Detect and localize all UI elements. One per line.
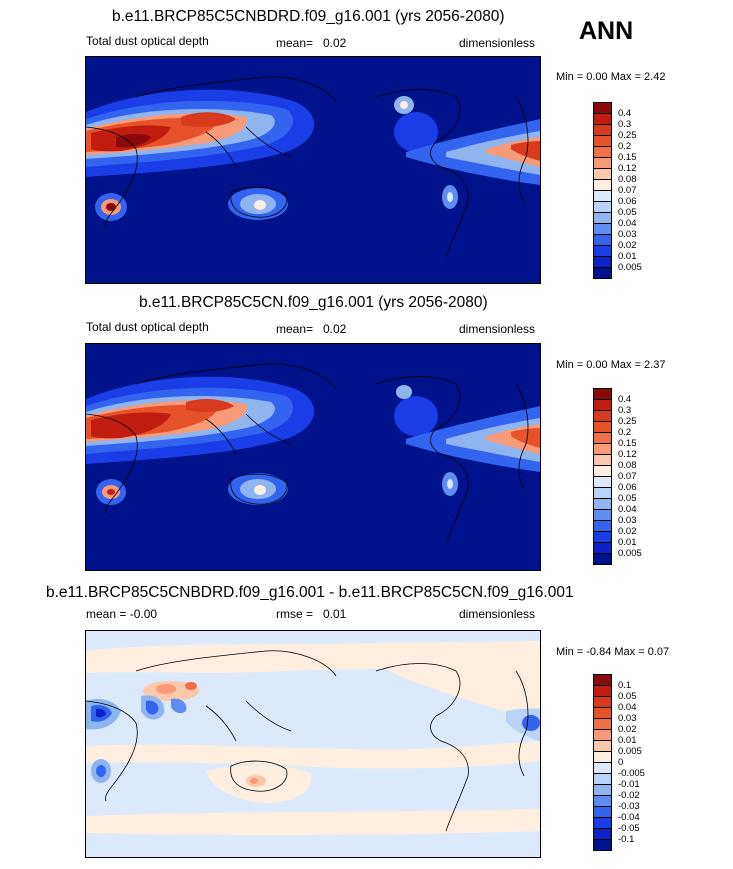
panel2-level-label: 0.005 (618, 548, 642, 559)
panel2-variable-label: Total dust optical depth (86, 320, 209, 334)
panel3-level-label: 0.005 (618, 746, 642, 757)
panel2-level-label: 0.01 (618, 537, 637, 548)
panel2-level-label: 0.03 (618, 515, 637, 526)
panel1-level-label: 0.07 (618, 185, 637, 196)
panel1-minmax: Min = 0.00 Max = 2.42 (556, 71, 666, 83)
panel3-level-label: 0.04 (618, 702, 637, 713)
panel3-level-label: -0.01 (618, 779, 640, 790)
panel2-swatch-16 (593, 553, 612, 565)
panel2-minmax: Min = 0.00 Max = 2.37 (556, 359, 666, 371)
panel2-level-label: 0.4 (618, 394, 632, 405)
panel1-level-label: 0.02 (618, 240, 637, 251)
panel1-level-label: 0.08 (618, 174, 637, 185)
panel1-level-label: 0.06 (618, 196, 637, 207)
panel3-mean-text: mean = -0.00 (86, 607, 158, 621)
panel3-level-label: 0.03 (618, 713, 637, 724)
panel2-map-plot (86, 344, 540, 570)
panel1-level-label: 0.005 (618, 262, 642, 273)
panel3-level-label: 0.05 (618, 691, 637, 702)
panel2-mean-label: mean= (276, 322, 314, 336)
season-label: ANN (579, 17, 634, 45)
panel2-level-label: 0.04 (618, 504, 637, 515)
panel1-level-label: 0.12 (618, 163, 637, 174)
panel1-mean-label: mean= (276, 36, 314, 50)
panel2-title: b.e11.BRCP85C5CN.f09_g16.001 (yrs 2056-2… (139, 294, 488, 311)
panel3-level-label: -0.02 (618, 790, 640, 801)
panel2-map (85, 343, 541, 571)
panel3-rmse-value: 0.01 (323, 607, 347, 621)
panel1-map-plot (86, 57, 540, 283)
panel3-level-label: 0 (618, 757, 624, 768)
panel2-level-label: 0.12 (618, 449, 637, 460)
panel2-level-label: 0.02 (618, 526, 637, 537)
panel3-level-label: -0.005 (618, 768, 645, 779)
panel1-level-label: 0.03 (618, 229, 637, 240)
panel3-level-label: -0.04 (618, 812, 640, 823)
panel1-level-label: 0.05 (618, 207, 637, 218)
panel1-map (85, 56, 541, 284)
panel2-level-label: 0.25 (618, 416, 637, 427)
panel3-level-label: -0.1 (618, 834, 635, 845)
panel1-mean-value: 0.02 (323, 36, 347, 50)
panel2-units: dimensionless (459, 322, 536, 336)
panel2-mean-value: 0.02 (323, 322, 347, 336)
panel3-map-plot (86, 631, 540, 857)
panel3-map (85, 630, 541, 858)
panel1-variable-label: Total dust optical depth (86, 34, 209, 48)
panel3-units: dimensionless (459, 607, 536, 621)
panel2-level-label: 0.3 (618, 405, 632, 416)
panel1-level-label: 0.4 (618, 108, 632, 119)
panel2-level-label: 0.07 (618, 471, 637, 482)
panel3-title: b.e11.BRCP85C5CNBDRD.f09_g16.001 - b.e11… (46, 584, 574, 601)
panel2-level-label: 0.08 (618, 460, 637, 471)
panel1-swatch-16 (593, 267, 612, 279)
panel1-units: dimensionless (459, 36, 536, 50)
panel1-level-label: 0.2 (618, 141, 632, 152)
panel2-level-label: 0.2 (618, 427, 632, 438)
panel2-level-label: 0.05 (618, 493, 637, 504)
panel2-level-label: 0.06 (618, 482, 637, 493)
panel3-level-label: 0.01 (618, 735, 637, 746)
panel3-minmax: Min = -0.84 Max = 0.07 (556, 646, 670, 658)
panel1-level-label: 0.04 (618, 218, 637, 229)
panel1-title: b.e11.BRCP85C5CNBDRD.f09_g16.001 (yrs 20… (112, 8, 505, 25)
panel1-level-label: 0.15 (618, 152, 637, 163)
panel2-level-label: 0.15 (618, 438, 637, 449)
panel3-level-label: -0.03 (618, 801, 640, 812)
panel1-level-label: 0.25 (618, 130, 637, 141)
panel3-rmse-label: rmse = (276, 607, 314, 621)
panel3-level-label: 0.1 (618, 680, 632, 691)
panel1-level-label: 0.3 (618, 119, 632, 130)
panel3-level-label: 0.02 (618, 724, 637, 735)
panel1-level-label: 0.01 (618, 251, 637, 262)
panel3-level-label: -0.05 (618, 823, 640, 834)
panel3-swatch-16 (593, 839, 612, 851)
